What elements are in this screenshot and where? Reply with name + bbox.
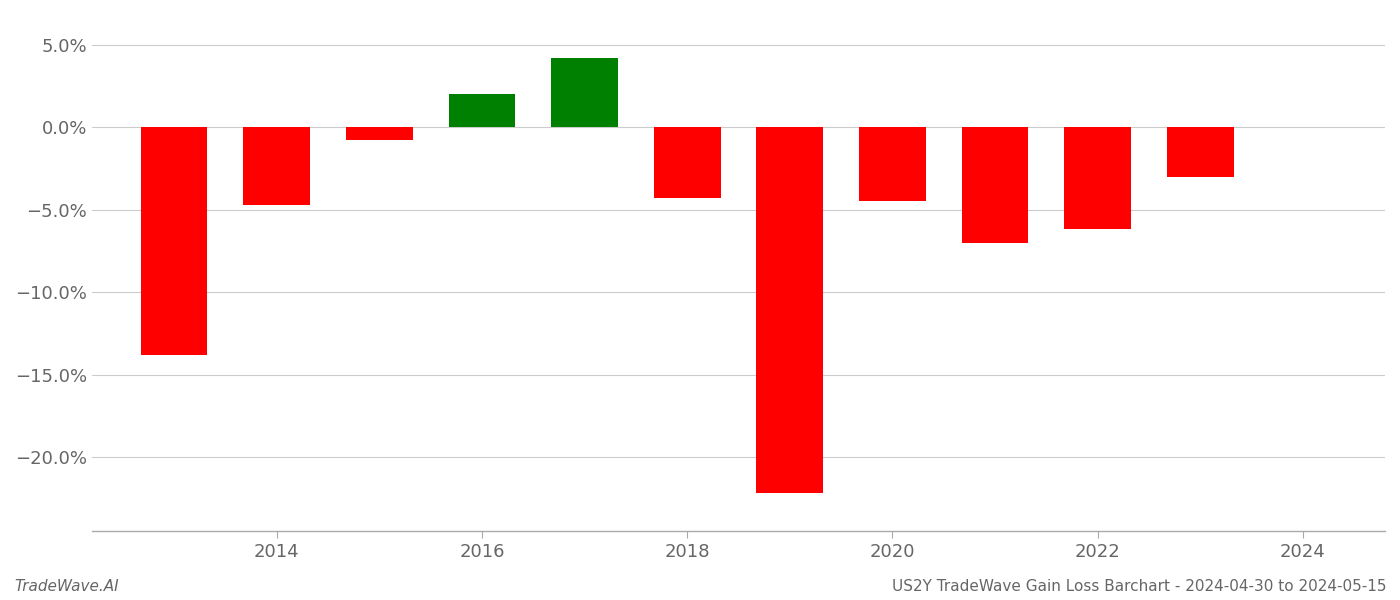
Bar [141, 127, 207, 355]
Text: US2Y TradeWave Gain Loss Barchart - 2024-04-30 to 2024-05-15: US2Y TradeWave Gain Loss Barchart - 2024… [892, 579, 1386, 594]
Text: TradeWave.AI: TradeWave.AI [14, 579, 119, 594]
Bar [244, 127, 309, 205]
Bar [756, 127, 823, 493]
Bar [654, 127, 721, 198]
Bar [1168, 127, 1233, 176]
Bar [1064, 127, 1131, 229]
Bar [860, 127, 925, 202]
Bar [346, 127, 413, 140]
Bar [552, 58, 617, 127]
Bar [448, 94, 515, 127]
Bar [962, 127, 1029, 242]
